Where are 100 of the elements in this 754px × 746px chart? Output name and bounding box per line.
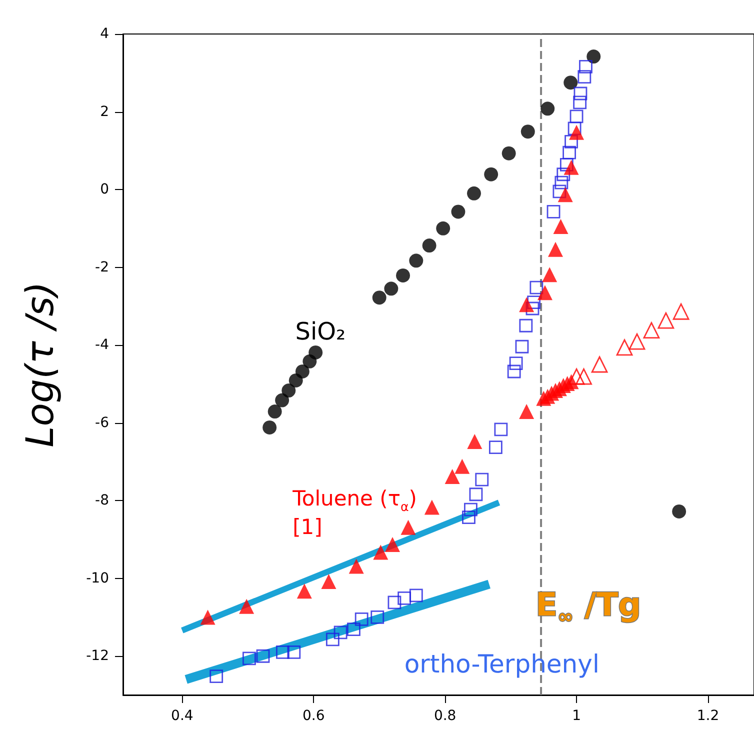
point xyxy=(287,646,301,659)
point xyxy=(537,285,552,300)
point xyxy=(520,124,535,139)
point xyxy=(372,290,386,305)
point xyxy=(527,296,541,309)
point xyxy=(348,558,364,574)
point xyxy=(530,280,544,294)
point xyxy=(558,187,573,202)
point xyxy=(354,612,368,626)
point xyxy=(519,318,533,332)
point xyxy=(398,591,412,605)
y-tick-label: 2 xyxy=(100,104,109,120)
point xyxy=(576,368,592,385)
point xyxy=(519,297,534,312)
point xyxy=(467,186,481,200)
point xyxy=(628,333,646,350)
y-tick-label: -12 xyxy=(86,648,109,664)
point xyxy=(400,520,416,535)
point xyxy=(546,204,560,218)
point xyxy=(509,356,523,370)
x-tick-label: 0.8 xyxy=(434,708,456,724)
point xyxy=(548,242,563,257)
y-tick-label: -6 xyxy=(95,414,110,431)
y-tick-label: -2 xyxy=(95,259,109,276)
point xyxy=(488,440,502,454)
point xyxy=(276,646,290,659)
point xyxy=(586,50,601,64)
point xyxy=(275,393,290,408)
point xyxy=(396,268,410,282)
point xyxy=(554,176,568,190)
series-label: ortho-Terphenyl xyxy=(404,649,600,678)
point xyxy=(384,537,400,552)
point xyxy=(409,588,423,602)
x-tick-label: 0.4 xyxy=(171,708,194,724)
point xyxy=(422,238,436,253)
x-tick-label: 1.2 xyxy=(696,708,720,724)
point xyxy=(568,122,582,136)
x-tick-label: 0.6 xyxy=(302,708,325,724)
point xyxy=(373,544,388,560)
point xyxy=(553,218,568,234)
point xyxy=(643,322,660,338)
point xyxy=(574,86,588,100)
point xyxy=(507,364,521,378)
point xyxy=(564,76,578,90)
point xyxy=(462,510,476,524)
y-tick-label: 0 xyxy=(100,182,109,198)
y-tick-label: 4 xyxy=(100,26,110,42)
point xyxy=(256,649,270,663)
point xyxy=(658,312,674,329)
point xyxy=(268,404,282,419)
y-tick-label: -8 xyxy=(95,492,109,509)
point xyxy=(591,356,608,373)
point xyxy=(384,282,398,296)
point xyxy=(467,434,482,449)
point xyxy=(564,160,579,175)
point xyxy=(321,574,336,589)
point xyxy=(282,384,296,398)
point xyxy=(484,167,498,182)
point xyxy=(296,584,312,599)
point xyxy=(262,420,277,434)
y-tick-label: -4 xyxy=(95,337,110,354)
point xyxy=(242,652,256,666)
point xyxy=(542,267,558,282)
series-label: SiO₂ xyxy=(295,317,346,346)
point xyxy=(578,70,592,84)
point xyxy=(469,488,483,502)
x-tick-label: 1 xyxy=(572,708,581,724)
point xyxy=(540,102,555,116)
point xyxy=(502,146,516,160)
point xyxy=(515,340,529,354)
point xyxy=(579,60,592,74)
point xyxy=(451,204,466,219)
point xyxy=(672,504,686,518)
point xyxy=(556,168,570,182)
point xyxy=(568,368,585,385)
point xyxy=(326,632,340,646)
point xyxy=(424,500,440,515)
point xyxy=(526,302,540,316)
point xyxy=(454,458,470,474)
point xyxy=(409,254,424,268)
point xyxy=(302,354,317,368)
point xyxy=(564,135,578,148)
y-axis-title: Log(τ /s) xyxy=(18,282,62,448)
point xyxy=(288,373,303,388)
point xyxy=(370,610,384,624)
point xyxy=(464,502,478,516)
point xyxy=(519,404,534,420)
y-tick-label: -10 xyxy=(86,570,109,586)
point xyxy=(573,96,587,110)
point xyxy=(200,610,216,625)
point xyxy=(347,622,360,636)
point xyxy=(444,468,460,484)
point xyxy=(494,422,508,436)
point xyxy=(436,221,450,236)
point xyxy=(562,146,576,160)
point xyxy=(334,626,348,640)
point xyxy=(475,472,489,486)
point xyxy=(560,158,574,172)
point xyxy=(388,596,402,610)
point xyxy=(570,110,584,124)
